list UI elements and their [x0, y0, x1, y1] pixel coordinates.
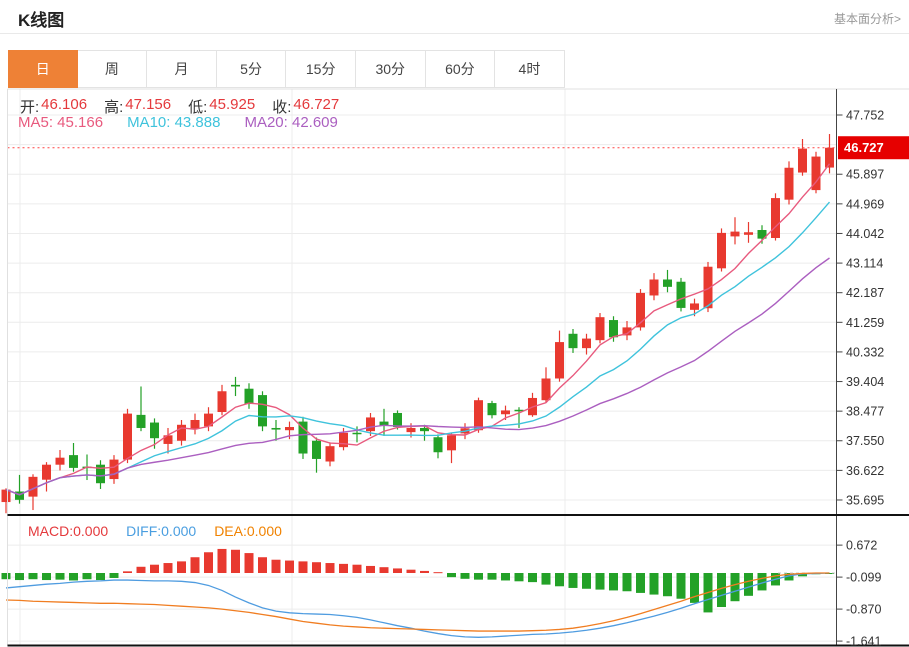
close-value: 收: 46.727	[272, 96, 340, 116]
svg-text:46.727: 46.727	[844, 140, 884, 155]
svg-text:44.969: 44.969	[846, 197, 884, 211]
svg-text:47.752: 47.752	[846, 109, 884, 123]
svg-text:45.897: 45.897	[846, 168, 884, 182]
svg-text:-0.870: -0.870	[846, 603, 881, 617]
dea-value: DEA:0.000	[214, 523, 282, 539]
svg-text:44.042: 44.042	[846, 227, 884, 241]
ma20-value: MA20: 42.609	[244, 114, 338, 131]
svg-text:43.114: 43.114	[846, 257, 883, 271]
svg-text:42.187: 42.187	[846, 286, 884, 300]
diff-value: DIFF:0.000	[126, 523, 197, 539]
tab-月[interactable]: 月	[147, 50, 217, 88]
high-value: 高: 47.156	[104, 96, 172, 116]
ma5-value: MA5: 45.166	[18, 114, 104, 131]
macd-value: MACD:0.000	[28, 523, 109, 539]
svg-text:40.332: 40.332	[846, 345, 884, 359]
macd-legend: MACD:0.000 DIFF:0.000 DEA:0.000	[28, 523, 282, 539]
ma10-value: MA10: 43.888	[127, 114, 221, 131]
low-value: 低: 45.925	[188, 96, 256, 116]
tab-周[interactable]: 周	[77, 50, 148, 88]
candles	[1, 134, 834, 514]
page-title: K线图	[18, 11, 65, 30]
ma-legend: MA5: 45.166 MA10: 43.888 MA20: 42.609	[18, 114, 338, 131]
ohlc-legend: 开: 46.106 高: 47.156 低: 45.925 收: 46.727	[20, 96, 339, 117]
dea-line	[5, 572, 830, 632]
ma10-line	[5, 201, 831, 496]
gridlines	[7, 89, 837, 646]
svg-text:37.550: 37.550	[846, 434, 884, 448]
svg-text:36.622: 36.622	[846, 464, 884, 478]
tab-日[interactable]: 日	[8, 50, 78, 88]
tab-60分[interactable]: 60分	[425, 50, 496, 88]
tab-30分[interactable]: 30分	[355, 50, 426, 88]
period-tab-bar: 日周月 5分 15分 30分 60分 4时	[8, 50, 565, 88]
svg-text:0.672: 0.672	[846, 539, 877, 553]
y-axis-labels: 47.752 45.897 44.969 44.042 43.114 42.187 41.2…	[836, 109, 884, 647]
tab-5分[interactable]: 5分	[216, 50, 287, 88]
price-label: 46.727	[838, 136, 909, 160]
svg-text:-1.641: -1.641	[846, 635, 881, 647]
title-divider	[0, 33, 909, 34]
tab-15分[interactable]: 15分	[286, 50, 356, 88]
tab-4时[interactable]: 4时	[495, 50, 565, 88]
svg-text:35.695: 35.695	[846, 493, 884, 507]
open-value: 开: 46.106	[20, 96, 88, 116]
svg-text:41.259: 41.259	[846, 316, 884, 330]
fundamental-analysis-link[interactable]: 基本面分析>	[833, 12, 901, 26]
chart-frame	[7, 88, 909, 647]
ma20-line	[5, 257, 830, 496]
svg-text:38.477: 38.477	[846, 405, 884, 419]
svg-text:39.404: 39.404	[846, 375, 884, 389]
svg-text:-0.099: -0.099	[846, 571, 881, 585]
